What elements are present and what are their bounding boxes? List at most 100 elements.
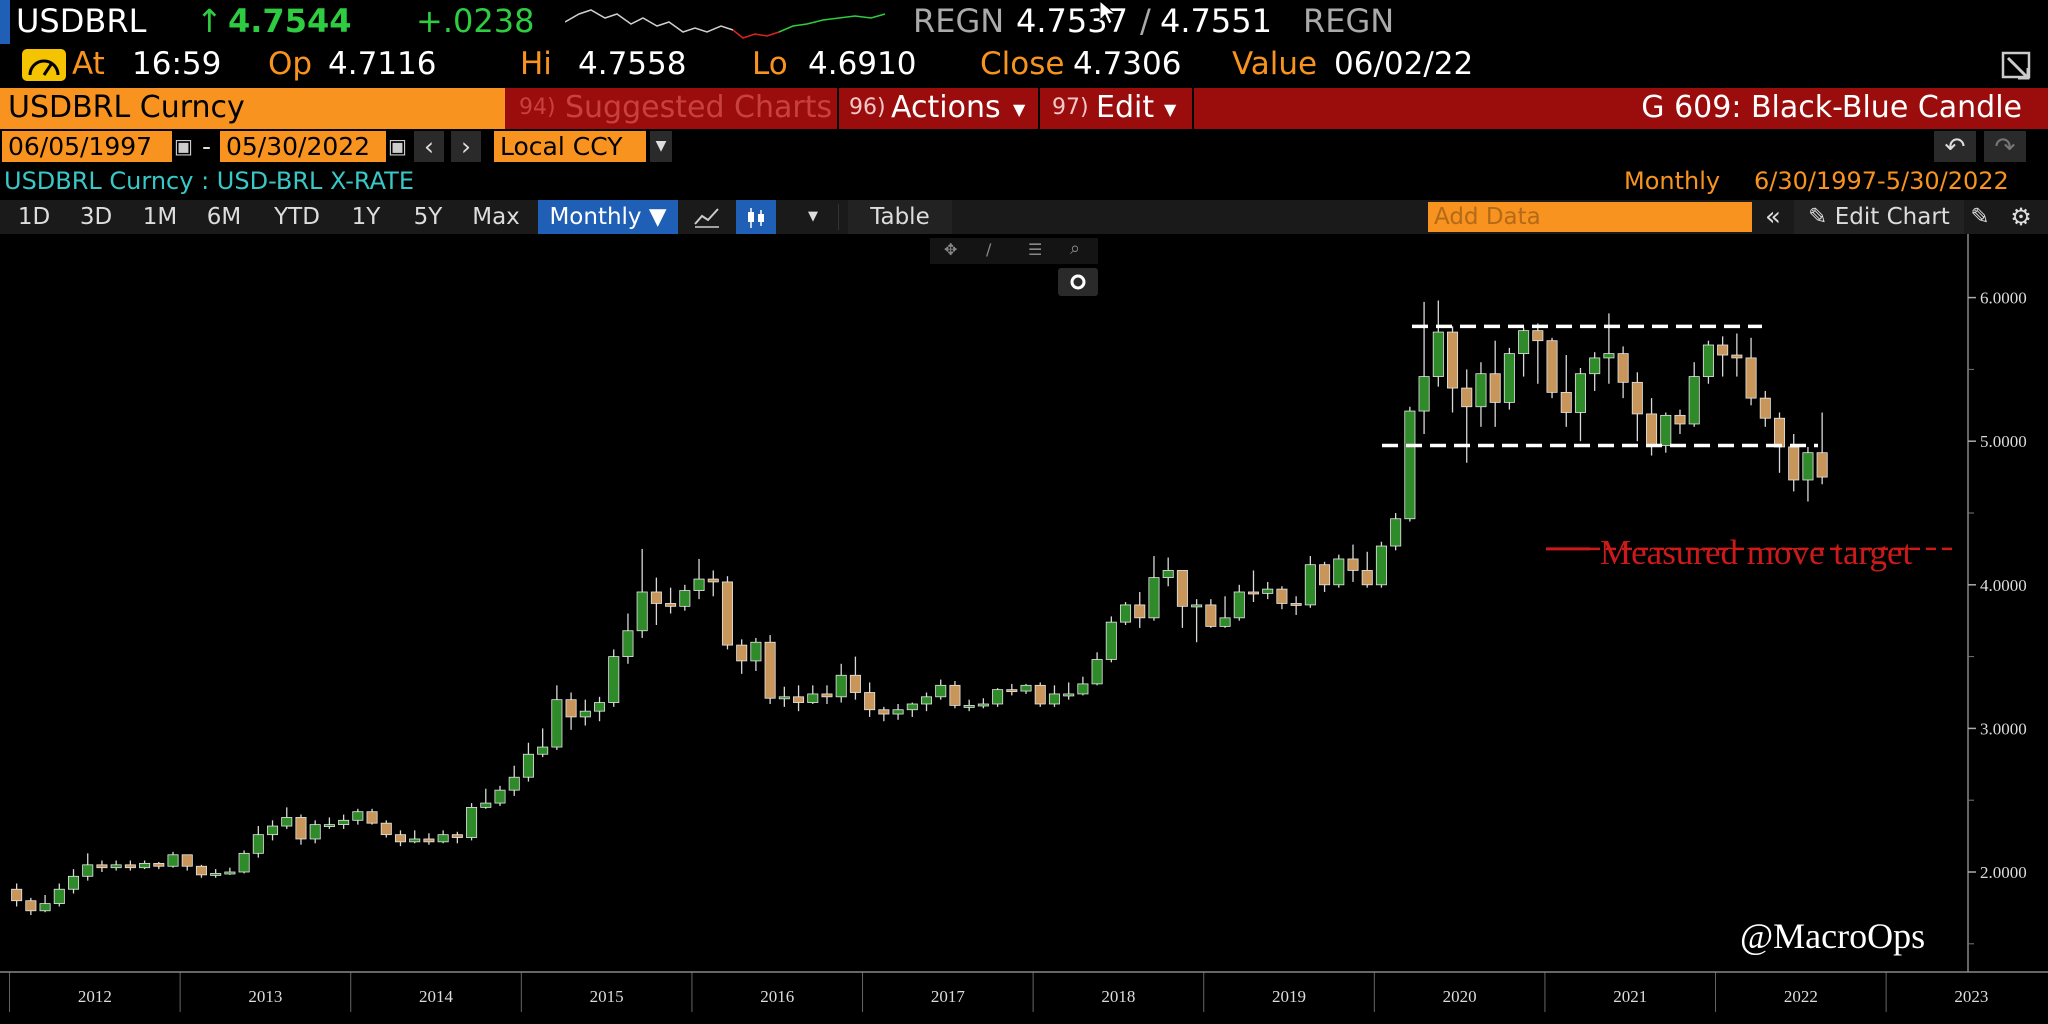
draw-line-icon[interactable]: ∕ — [986, 240, 992, 259]
measured-move-label: Measured move target — [1600, 533, 1913, 572]
pop-out-icon[interactable] — [2000, 50, 2034, 82]
candle-up — [835, 674, 847, 698]
edit-menu[interactable]: 97) Edit ▼ — [1044, 88, 1190, 129]
y-tick-label: 6.0000 — [1980, 289, 2027, 308]
candle-up — [437, 834, 449, 843]
sparkline-white — [565, 9, 734, 33]
candle-up — [1048, 693, 1060, 705]
period-button-1d[interactable]: 1D — [17, 204, 51, 230]
suggested-charts-menu[interactable]: 94) Suggested Charts — [509, 88, 834, 129]
candle-up — [252, 834, 264, 854]
x-tick-label: 2019 — [1272, 987, 1306, 1006]
candle-down — [1560, 391, 1572, 413]
add-data-input[interactable]: Add Data — [1428, 202, 1752, 232]
x-tick-label: 2023 — [1954, 987, 1988, 1006]
edit-chart-label: Edit Chart — [1834, 204, 1950, 230]
candle-chart-icon[interactable] — [736, 200, 776, 234]
collapse-icon[interactable]: « — [1765, 202, 1781, 232]
value-label: Value — [1232, 46, 1318, 82]
security-field[interactable]: USDBRL Curncy — [0, 88, 505, 129]
candle-up — [608, 656, 620, 703]
candle-up — [1603, 353, 1615, 359]
end-date-field[interactable]: 05/30/2022 — [220, 131, 386, 162]
annotate-icon[interactable]: ✎ — [1970, 204, 1990, 230]
x-tick-label: 2018 — [1101, 987, 1135, 1006]
period-button-max[interactable]: Max — [472, 204, 520, 230]
table-button[interactable]: Table — [848, 200, 952, 234]
toolbar-divider — [838, 204, 839, 230]
menu-divider — [1038, 88, 1040, 129]
list-icon[interactable]: ☰ — [1028, 240, 1043, 259]
candle-down — [1134, 604, 1146, 619]
ticker[interactable]: USDBRL — [16, 2, 147, 40]
candle-up — [750, 641, 762, 662]
start-calendar-icon[interactable]: ▣ — [174, 134, 193, 158]
candle-up — [82, 864, 94, 877]
price-chart[interactable]: 2.0000 3.0000 4.0000 5.0000 6.0000 2012 2013 20… — [0, 234, 2048, 1024]
record-button[interactable] — [1058, 268, 1098, 296]
candle-down — [1205, 604, 1217, 627]
date-range-bar: 06/05/1997 ▣ - 05/30/2022 ▣ ‹ › Local CC… — [0, 131, 2048, 164]
prev-range-button[interactable]: ‹ — [414, 131, 444, 162]
candle-up — [1404, 410, 1416, 520]
candle-up — [352, 811, 364, 821]
candle-up — [1375, 545, 1387, 586]
edit-number: 97) — [1052, 95, 1089, 120]
candle-down — [1319, 564, 1331, 586]
frequency-dropdown[interactable]: Monthly ▼ — [538, 200, 678, 234]
currency-dropdown-icon[interactable]: ▼ — [650, 131, 672, 162]
period-button-1m[interactable]: 1M — [142, 204, 178, 230]
period-button-1y[interactable]: 1Y — [351, 204, 381, 230]
currency-select[interactable]: Local CCY — [494, 131, 646, 162]
mouse-cursor-icon — [1099, 0, 1117, 25]
candle-down — [565, 699, 577, 718]
candle-up — [409, 838, 421, 843]
candle-up — [1702, 344, 1714, 377]
candle-down — [1461, 387, 1473, 408]
candle-down — [1447, 331, 1459, 389]
end-calendar-icon[interactable]: ▣ — [388, 134, 407, 158]
actions-menu[interactable]: 96) Actions ▼ — [843, 88, 1036, 129]
candle-up — [323, 824, 335, 828]
next-range-button[interactable]: › — [451, 131, 481, 162]
candle-up — [1077, 683, 1089, 695]
start-date-field[interactable]: 06/05/1997 — [2, 131, 172, 162]
period-button-5y[interactable]: 5Y — [413, 204, 443, 230]
high-label: Hi — [520, 46, 552, 82]
pencil-icon: ✎ — [1808, 204, 1828, 230]
candle-down — [736, 644, 748, 662]
candle-up — [67, 875, 80, 890]
redo-icon[interactable]: ↷ — [1984, 131, 2026, 162]
candle-up — [466, 806, 478, 838]
menu-divider — [1192, 88, 1194, 129]
sparkline-red — [732, 29, 780, 39]
gear-icon[interactable]: ⚙ — [2010, 203, 2032, 231]
candle-down — [1717, 344, 1729, 356]
x-tick-label: 2017 — [931, 987, 966, 1006]
candle-up — [992, 689, 1004, 705]
candle-up — [267, 825, 279, 836]
period-button-3d[interactable]: 3D — [79, 204, 113, 230]
candle-down — [1788, 446, 1800, 481]
speedometer-icon[interactable] — [22, 49, 66, 81]
candle-up — [594, 702, 606, 712]
zoom-icon[interactable]: ⌕ — [1070, 238, 1081, 259]
line-chart-icon[interactable] — [692, 200, 726, 234]
chart-type-dropdown-icon[interactable]: ▼ — [808, 209, 818, 224]
low-label: Lo — [752, 46, 788, 82]
candle-up — [693, 578, 705, 591]
candle-down — [721, 581, 733, 646]
candle-up — [1091, 659, 1103, 685]
up-arrow-icon: ↑ — [196, 2, 223, 40]
candle-up — [1233, 591, 1245, 619]
crosshair-icon[interactable]: ✥ — [944, 240, 958, 259]
candle-up — [622, 630, 634, 658]
candle-up — [338, 819, 350, 826]
candle-up — [963, 705, 975, 708]
candle-down — [1759, 397, 1771, 419]
candle-up — [906, 703, 918, 711]
edit-chart-button[interactable]: ✎ Edit Chart — [1794, 200, 1964, 234]
period-button-6m[interactable]: 6M — [206, 204, 242, 230]
undo-icon[interactable]: ↶ — [1934, 131, 1976, 162]
period-button-ytd[interactable]: YTD — [274, 204, 320, 230]
